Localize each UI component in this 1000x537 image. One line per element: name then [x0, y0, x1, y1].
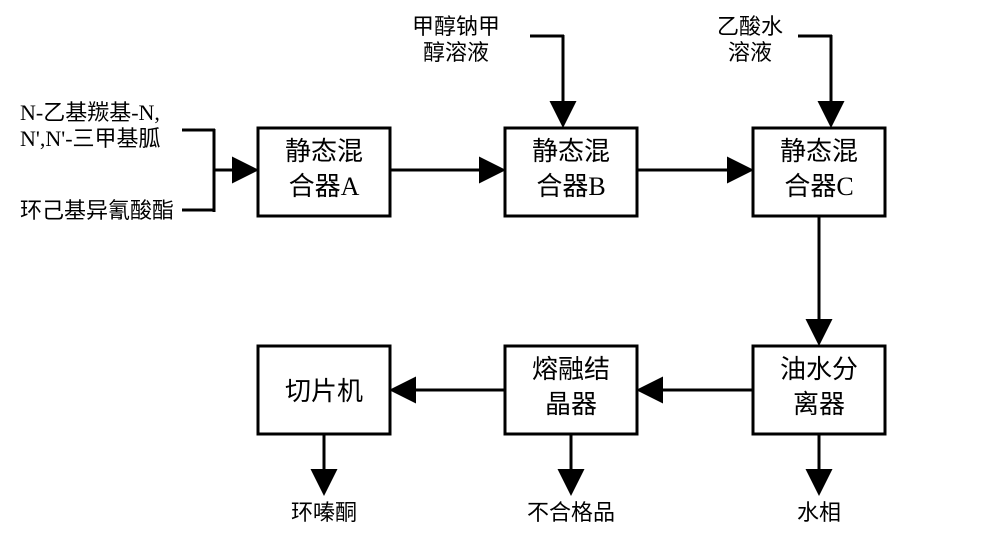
- input-label-guanidine-l2: N',N'-三甲基胍: [20, 126, 161, 151]
- input-label-acetic-l2: 溶液: [728, 40, 772, 65]
- flowchart-diagram: N-乙基羰基-N, N',N'-三甲基胍 环己基异氰酸酯 静态混 合器A 甲醇钠…: [0, 0, 1000, 537]
- mixer-a-line1: 静态混: [285, 137, 363, 166]
- mixer-c-line1: 静态混: [780, 137, 858, 166]
- separator-line2: 离器: [793, 390, 845, 419]
- input-label-methanol-l2: 醇溶液: [423, 40, 489, 65]
- mixer-b-line1: 静态混: [532, 137, 610, 166]
- mixer-c-line2: 合器C: [784, 172, 853, 201]
- slicer-label: 切片机: [285, 377, 363, 406]
- crystallizer-line2: 晶器: [545, 390, 597, 419]
- output-label-water: 水相: [797, 500, 841, 525]
- input-label-guanidine-l1: N-乙基羰基-N,: [20, 100, 160, 125]
- mixer-b-line2: 合器B: [536, 172, 605, 201]
- output-label-rejects: 不合格品: [527, 500, 615, 525]
- output-label-product: 环嗪酮: [291, 500, 357, 525]
- input-label-methanol-l1: 甲醇钠甲: [412, 14, 500, 39]
- crystallizer-line1: 熔融结: [532, 355, 610, 384]
- mixer-a-line2: 合器A: [289, 172, 360, 201]
- input-label-isocyanate: 环己基异氰酸酯: [20, 198, 174, 223]
- separator-line1: 油水分: [780, 355, 858, 384]
- input-label-acetic-l1: 乙酸水: [717, 14, 783, 39]
